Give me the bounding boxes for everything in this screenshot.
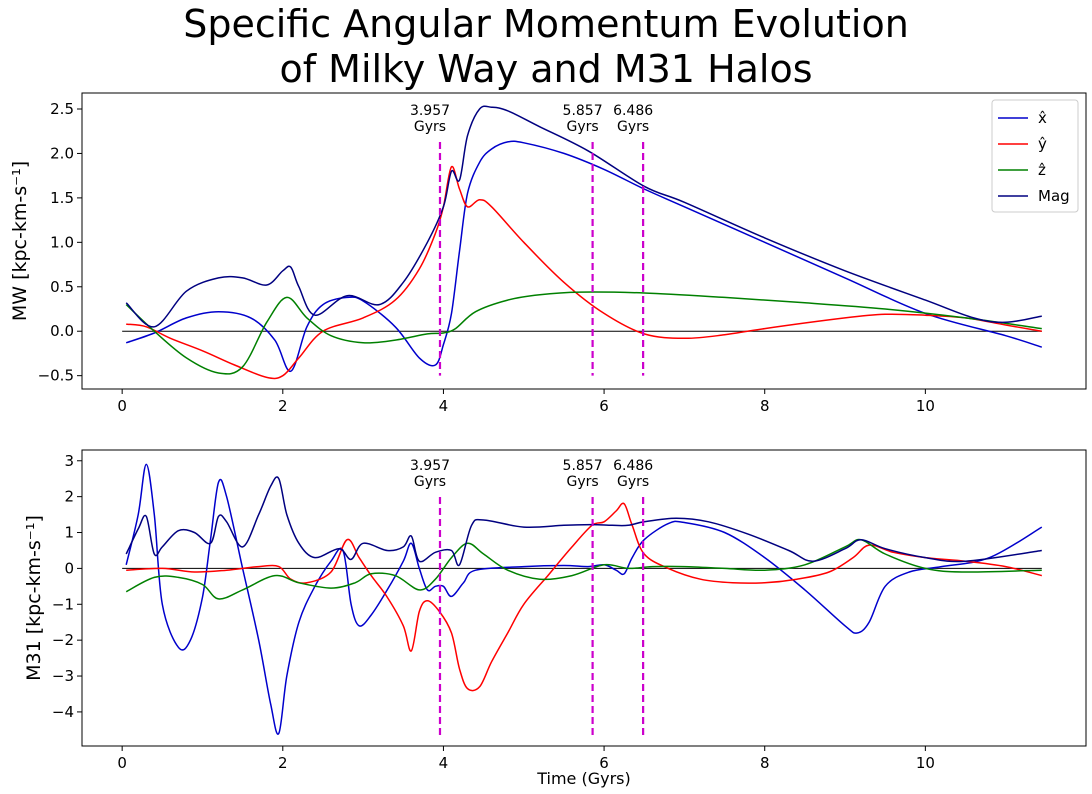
y-tick-label: 0.5 [50,278,74,296]
figure-title: Specific Angular Momentum Evolution of M… [0,2,1092,92]
vline-value-label: 6.486 [613,458,653,474]
legend-label-z-hat: ẑ [1038,161,1046,179]
y-tick-label: −2 [52,631,74,649]
y-tick-label: 1.0 [50,233,74,251]
x-tick-label: 10 [916,397,935,415]
vline-unit-label: Gyrs [414,119,446,135]
series-line-z-hat [125,291,1042,375]
vline-unit-label: Gyrs [617,474,649,490]
series-line-mag [125,105,1042,328]
vline-value-label: 5.857 [563,458,603,474]
figure-title-line-1: Specific Angular Momentum Evolution [183,2,909,46]
vline-value-label: 3.957 [410,458,450,474]
y-tick-label: 0 [64,559,74,577]
vline-value-label: 5.857 [563,103,603,119]
x-tick-label: 0 [117,397,127,415]
y-tick-label: −1 [52,595,74,613]
y-axis-label: M31 [kpc-km-s⁻¹] [23,515,45,681]
series-line-x-hat [125,140,1043,372]
y-tick-label: 2.0 [50,144,74,162]
x-tick-label: 4 [439,754,449,772]
x-tick-label: 0 [117,754,127,772]
axes-frame [81,92,1087,390]
x-axis-label: Time (Gyrs) [536,769,631,788]
x-tick-label: 6 [599,754,609,772]
legend-label-mag: Mag [1038,187,1070,205]
y-tick-label: 1 [64,524,74,542]
x-tick-label: 10 [916,754,935,772]
series-line-y-hat [126,502,1042,692]
y-tick-label: 0.0 [50,322,74,340]
vline-unit-label: Gyrs [567,474,599,490]
y-tick-label: −0.5 [38,367,74,385]
y-tick-label: 1.5 [50,189,74,207]
y-tick-label: −4 [52,703,74,721]
vline-unit-label: Gyrs [567,119,599,135]
legend-box [991,99,1079,213]
x-tick-label: 8 [760,754,770,772]
series-line-mag [125,476,1042,567]
y-axis-label: MW [kpc-km-s⁻¹] [9,161,31,321]
series-line-x-hat [125,463,1043,735]
y-tick-label: 2 [64,488,74,506]
x-tick-label: 6 [599,397,609,415]
axes-frame [81,449,1087,747]
vline-value-label: 3.957 [410,103,450,119]
y-tick-label: 3 [64,452,74,470]
vline-unit-label: Gyrs [414,474,446,490]
series-line-y-hat [126,165,1042,380]
x-tick-label: 2 [278,754,288,772]
legend-label-x-hat: x̂ [1038,109,1047,127]
vline-value-label: 6.486 [613,103,653,119]
legend-label-y-hat: ŷ [1038,135,1047,153]
x-tick-label: 8 [760,397,770,415]
y-tick-label: −3 [52,667,74,685]
x-tick-label: 4 [439,397,449,415]
y-tick-label: 2.5 [50,100,74,118]
x-tick-label: 2 [278,397,288,415]
vline-unit-label: Gyrs [617,119,649,135]
figure-title-line-2: of Milky Way and M31 Halos [279,47,813,91]
series-line-z-hat [125,538,1042,600]
